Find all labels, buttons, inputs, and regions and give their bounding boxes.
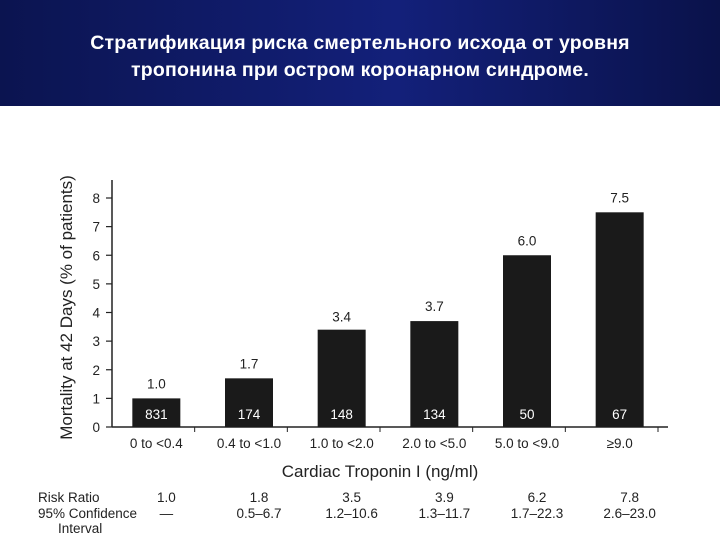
confidence-interval-value: 2.6–23.0 [603,506,656,521]
slide-title-line-2: тропонина при остром коронарном синдроме… [131,59,589,81]
risk-ratio-value: 3.9 [434,490,454,505]
risk-ratio-value: 6.2 [527,490,547,505]
x-tick-label: ≥9.0 [607,436,633,451]
x-axis-title: Cardiac Troponin I (ng/ml) [282,462,479,481]
bar-value-label: 1.7 [240,356,259,371]
x-tick-label: 2.0 to <5.0 [402,436,466,451]
bar-count-label: 174 [238,407,261,422]
x-tick-label: 5.0 to <9.0 [495,436,559,451]
risk-ratio-table: Risk Ratio 95% Confidence Interval 1.0 1.… [0,490,720,540]
bar [225,378,273,427]
bar-count-label: 831 [145,407,168,422]
y-tick-label: 0 [92,420,100,435]
confidence-interval-value: 1.7–22.3 [510,506,564,521]
y-tick-label: 1 [92,391,100,406]
y-axis-title: Mortality at 42 Days (% of patients) [57,175,76,440]
bar-value-label: 6.0 [518,233,537,248]
confidence-interval-value: 0.5–6.7 [236,506,282,521]
confidence-interval-value: — [159,506,174,521]
bar [317,329,366,427]
x-tick-label: 0.4 to <1.0 [217,436,281,451]
bar-count-label: 134 [423,407,446,422]
slide-title: Стратификация риска смертельного исхода … [0,30,720,84]
bar-value-label: 3.7 [425,299,444,314]
risk-ratio-value: 1.0 [156,490,176,505]
y-tick-label: 6 [92,248,100,263]
risk-ratio-value: 3.5 [342,490,362,505]
bar-count-label: 50 [519,407,534,422]
bar [132,398,181,427]
slide-header: Стратификация риска смертельного исхода … [0,0,720,106]
bar-count-label: 67 [612,407,627,422]
y-tick-label: 7 [92,220,100,235]
ci-label: 95% Confidence [38,506,138,521]
confidence-interval-value: 1.3–11.7 [418,506,471,521]
risk-ratio-value: 7.8 [620,490,640,505]
bar [595,212,644,427]
ci-label-interval: Interval [58,521,103,536]
bar-value-label: 7.5 [610,190,629,205]
x-tick-label: 1.0 to <2.0 [310,436,374,451]
bar [410,321,459,427]
slide-title-line-1: Стратификация риска смертельного исхода … [90,32,630,54]
bar-value-label: 3.4 [332,310,351,325]
x-tick-label: 0 to <0.4 [130,436,183,451]
confidence-interval-value: 1.2–10.6 [325,506,378,521]
y-tick-label: 3 [92,334,100,349]
y-tick-label: 5 [92,277,100,292]
bar-value-label: 1.0 [147,376,166,391]
y-tick-label: 8 [92,191,100,206]
bar [503,255,551,427]
y-tick-label: 4 [92,306,100,321]
risk-ratio-value: 1.8 [249,490,269,505]
y-tick-label: 2 [92,363,100,378]
bar-count-label: 148 [330,407,353,422]
risk-ratio-label: Risk Ratio [38,490,100,505]
